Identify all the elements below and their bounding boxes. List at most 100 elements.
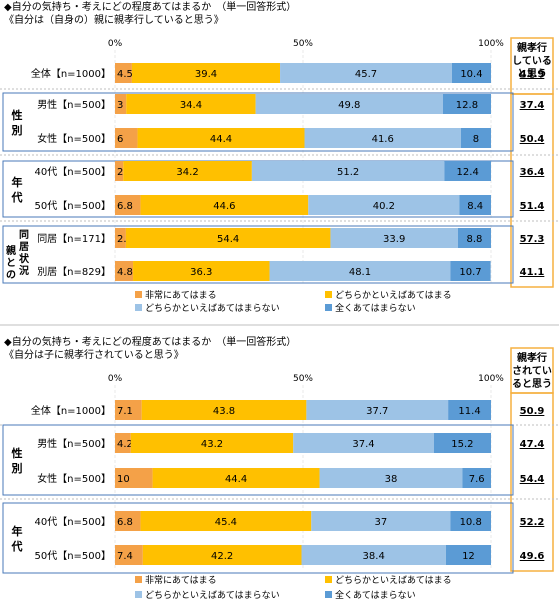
bar-value-label: 8.4: [467, 201, 483, 212]
group-label-char: 居: [19, 241, 29, 253]
row-category-label: 男性【n=500】: [37, 437, 111, 450]
bar-value-label: 6.8: [117, 201, 133, 212]
x-tick-label: 50%: [293, 374, 313, 384]
bar-value-label: 37.7: [366, 406, 388, 417]
row-category-label: 男性【n=500】: [37, 98, 111, 111]
bar-value-label: 48.1: [349, 267, 371, 278]
bar-segment: [306, 400, 449, 420]
legend-swatch: [325, 576, 332, 583]
bar-value-label: 12: [462, 551, 475, 562]
chart-subtitle: 《自分は子に親孝行されていると思う》: [4, 348, 184, 361]
bar-value-label: 4.5: [117, 69, 133, 80]
bar-segment: [459, 195, 491, 215]
bar-segment: [142, 545, 302, 565]
group-label-char: 代: [11, 190, 23, 204]
row-category-label: 40代【n=500】: [34, 166, 111, 178]
bar-value-label: 7.1: [117, 406, 133, 417]
group-box: [2, 502, 514, 574]
bar-segment: [115, 511, 141, 531]
bar-value-label: 2.9: [117, 234, 133, 245]
bar-segment: [140, 511, 312, 531]
bar-value-label: 11.4: [458, 406, 480, 417]
summary-header-line: されてい: [512, 365, 552, 377]
group-label-char: 代: [11, 539, 23, 553]
bar-value-label: 40.2: [373, 201, 395, 212]
legend-swatch: [135, 576, 142, 583]
bar-value-label: 8.8: [467, 234, 483, 245]
summary-value: 50.9: [520, 406, 545, 417]
bar-value-label: 41.6: [372, 134, 394, 145]
bar-segment: [460, 128, 491, 148]
bar-value-label: 3: [117, 100, 123, 111]
bar-value-label: 44.6: [213, 201, 235, 212]
bar-segment: [125, 228, 331, 248]
bar-value-label: 51.2: [337, 167, 359, 178]
bar-segment: [115, 228, 126, 248]
bar-segment: [450, 261, 491, 281]
group-label-char: と: [6, 257, 16, 269]
bar-value-label: 4.8: [117, 267, 133, 278]
row-category-label: 50代【n=500】: [34, 200, 111, 212]
bar-segment: [457, 228, 491, 248]
row-category-label: 全体【n=1000】: [31, 404, 111, 417]
legend-swatch: [135, 591, 142, 598]
bar-value-label: 12.8: [456, 100, 478, 111]
chart-title: ◆自分の気持ち・考えにどの程度あてはまるか （単一回答形式）: [4, 335, 296, 348]
bar-segment: [445, 545, 491, 565]
row-category-label: 40代【n=500】: [34, 516, 111, 528]
bar-segment: [140, 195, 309, 215]
bar-segment: [450, 511, 491, 531]
summary-header-line: している: [512, 55, 552, 67]
bar-value-label: 44.4: [210, 134, 232, 145]
row-category-label: 全体【n=1000】: [31, 67, 111, 80]
bar-value-label: 33.9: [383, 234, 405, 245]
summary-value: 49.6: [520, 551, 545, 562]
x-tick-label: 0%: [108, 374, 123, 384]
group-label-char: 性: [12, 108, 23, 122]
bar-segment: [448, 400, 491, 420]
group-label-char: 状: [19, 252, 30, 265]
legend-label: どちらかといえばあてはまらない: [145, 590, 280, 601]
bar-segment: [115, 545, 143, 565]
group-label-char: 同: [19, 229, 29, 241]
summary-header-line: と思う: [517, 68, 547, 80]
summary-value: 52.2: [520, 517, 545, 528]
group-label-char: の: [6, 270, 16, 281]
legend-label: 非常にあてはまる: [145, 289, 217, 301]
legend-label: 全くあてはまらない: [335, 589, 416, 601]
bar-segment: [308, 195, 460, 215]
group-box: [2, 225, 514, 284]
legend-swatch: [135, 291, 142, 298]
chart-subtitle: 《自分は（自身の）親に親孝行していると思う》: [4, 13, 224, 26]
group-label-char: 親: [6, 244, 16, 257]
bar-segment: [444, 161, 491, 181]
legend-label: 非常にあてはまる: [145, 574, 217, 586]
bar-value-label: 6.8: [117, 517, 133, 528]
bar-segment: [152, 468, 320, 488]
bar-value-label: 10.4: [460, 69, 482, 80]
group-label-char: 別: [11, 461, 23, 475]
x-tick-label: 100%: [478, 374, 504, 384]
bar-segment: [130, 433, 294, 453]
bar-value-label: 38.4: [363, 551, 385, 562]
bar-segment: [442, 94, 491, 114]
bar-segment: [319, 468, 463, 488]
bar-value-label: 12.4: [457, 167, 479, 178]
bar-segment: [304, 128, 461, 148]
legend-swatch: [325, 304, 332, 311]
group-box: [2, 424, 514, 496]
bar-segment: [433, 433, 491, 453]
legend-swatch: [135, 304, 142, 311]
bar-value-label: 49.8: [338, 100, 360, 111]
summary-value: 41.1: [520, 267, 545, 278]
bar-value-label: 6: [117, 134, 123, 145]
bar-segment: [280, 63, 452, 83]
bar-value-label: 10.7: [459, 267, 481, 278]
bar-value-label: 38: [385, 474, 398, 485]
bar-segment: [451, 63, 491, 83]
bar-value-label: 45.7: [355, 69, 377, 80]
bar-segment: [141, 400, 307, 420]
bar-value-label: 45.4: [215, 517, 237, 528]
bar-value-label: 43.2: [201, 439, 223, 450]
